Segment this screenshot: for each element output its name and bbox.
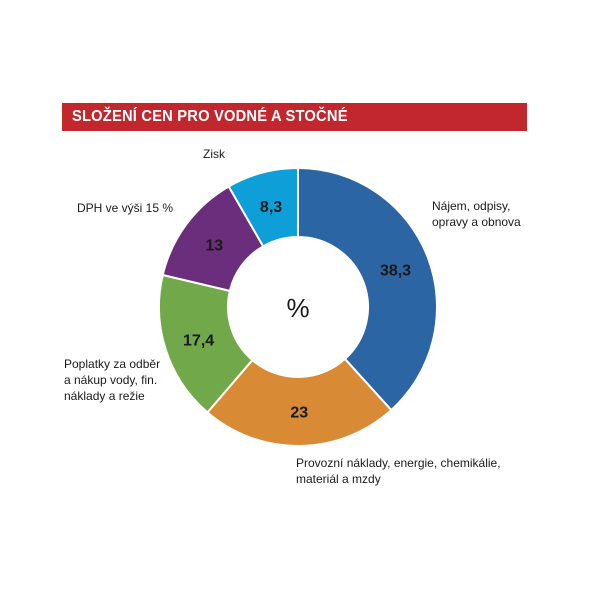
slice-category-label: Provozní náklady, energie, chemikálie, ma… [296,456,501,486]
donut-slice [158,273,254,414]
slice-value-label: 17,4 [183,332,214,349]
donut-slice [227,166,299,248]
donut-slice [205,357,393,447]
slice-category-label: Poplatky za odběr a nákup vody, fin. nákla… [64,357,160,403]
slice-value-label: 13 [205,238,223,255]
slice-category-label: Nájem, odpisy, opravy a obnova [432,199,521,229]
chart-title: SLOŽENÍ CEN PRO VODNÉ A STOČNÉ [72,108,348,125]
slice-value-label: 8,3 [260,199,282,216]
donut-center-label: % [286,293,309,323]
donut-slice [297,166,438,412]
slice-value-label: 38,3 [380,262,411,279]
slice-category-label: Zisk [203,147,226,161]
slice-value-label: 23 [290,404,308,421]
slice-category-label: DPH ve výši 15 % [77,201,173,215]
chart-title-bar: SLOŽENÍ CEN PRO VODNÉ A STOČNÉ [62,103,527,131]
